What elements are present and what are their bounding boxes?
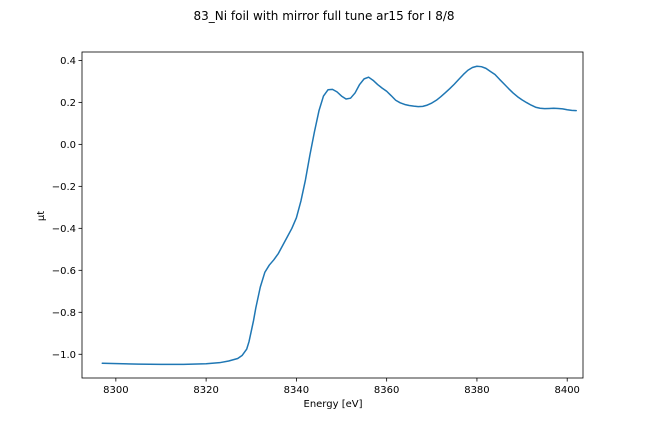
y-tick-label: −0.2	[52, 182, 76, 193]
x-tick-label: 8340	[284, 385, 309, 396]
x-axis-ticks: 8300 8320 8340 8360 8380 8400	[103, 378, 580, 396]
series-line	[101, 65, 577, 366]
x-axis-label: Energy [eV]	[304, 399, 363, 410]
y-tick-label: 0.2	[60, 98, 76, 109]
y-tick-label: −0.4	[52, 224, 76, 235]
y-tick-label: −0.8	[52, 308, 76, 319]
y-tick-label: −0.6	[52, 266, 76, 277]
x-tick-label: 8400	[554, 385, 579, 396]
y-tick-label: 0.0	[60, 140, 76, 151]
chart-title: 83_Ni foil with mirror full tune ar15 fo…	[194, 9, 455, 23]
y-axis-ticks: 0.4 0.2 0.0 −0.2 −0.4 −0.6 −0.8 −1.0	[52, 56, 82, 361]
plot-frame	[81, 51, 584, 379]
x-tick-label: 8360	[374, 385, 399, 396]
x-tick-label: 8300	[103, 385, 128, 396]
y-axis-label: μt	[36, 211, 47, 221]
x-tick-label: 8320	[193, 385, 218, 396]
y-tick-label: 0.4	[60, 56, 76, 67]
y-tick-label: −1.0	[52, 350, 76, 361]
x-tick-label: 8380	[464, 385, 489, 396]
plot-area	[81, 51, 584, 379]
